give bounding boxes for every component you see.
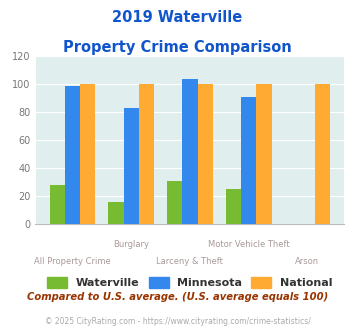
Bar — [124, 108, 139, 224]
Text: Property Crime Comparison: Property Crime Comparison — [63, 40, 292, 54]
Bar — [167, 181, 182, 224]
Text: © 2025 CityRating.com - https://www.cityrating.com/crime-statistics/: © 2025 CityRating.com - https://www.city… — [45, 317, 310, 326]
Text: All Property Crime: All Property Crime — [34, 257, 111, 266]
Bar — [139, 84, 154, 224]
Bar — [241, 97, 256, 224]
Text: Compared to U.S. average. (U.S. average equals 100): Compared to U.S. average. (U.S. average … — [27, 292, 328, 302]
Bar — [315, 84, 330, 224]
Bar — [256, 84, 272, 224]
Text: Arson: Arson — [295, 257, 320, 266]
Text: Larceny & Theft: Larceny & Theft — [157, 257, 223, 266]
Legend: Waterville, Minnesota, National: Waterville, Minnesota, National — [43, 273, 337, 293]
Bar — [108, 202, 124, 224]
Bar — [50, 185, 65, 224]
Text: 2019 Waterville: 2019 Waterville — [113, 10, 242, 25]
Bar — [65, 85, 80, 224]
Bar — [182, 79, 198, 224]
Text: Burglary: Burglary — [113, 240, 149, 248]
Bar — [226, 189, 241, 224]
Bar — [198, 84, 213, 224]
Bar — [80, 84, 95, 224]
Text: Motor Vehicle Theft: Motor Vehicle Theft — [208, 240, 289, 248]
